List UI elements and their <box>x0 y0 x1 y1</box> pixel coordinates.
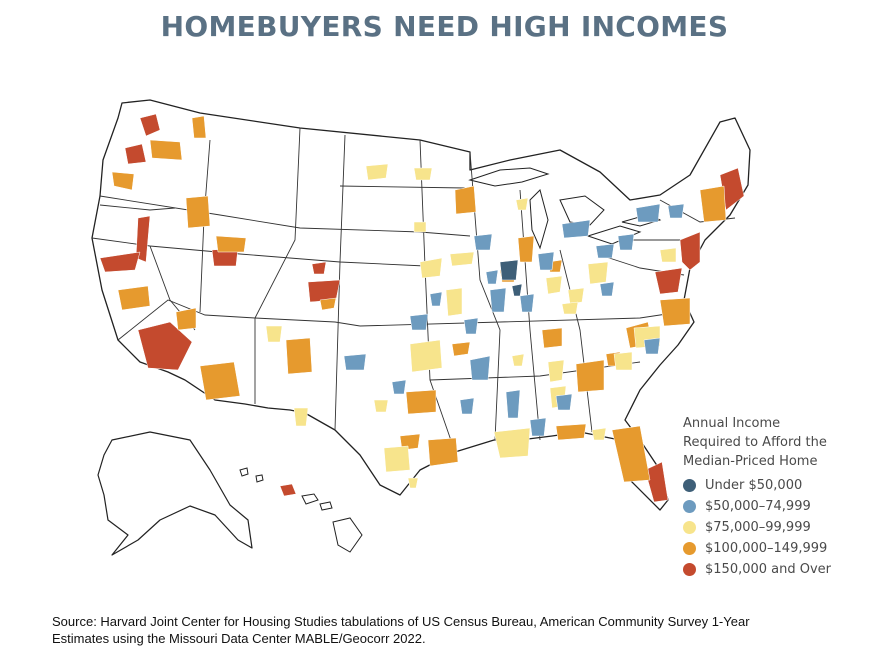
legend-title-line: Required to Afford the <box>683 435 827 450</box>
legend-swatch <box>683 479 696 492</box>
legend-item-100k-149k: $100,000–149,999 <box>683 538 883 559</box>
legend-swatch <box>683 563 696 576</box>
legend-swatch <box>683 500 696 513</box>
legend-label: $100,000–149,999 <box>705 541 828 556</box>
legend-title-line: Annual Income <box>683 416 781 431</box>
metro-75k-99k <box>265 163 677 489</box>
legend-title-line: Median-Priced Home <box>683 454 818 469</box>
great-lakes <box>468 167 662 250</box>
legend-swatch <box>683 542 696 555</box>
metro-areas <box>99 113 745 503</box>
legend-title: Annual Income Required to Afford the Med… <box>683 414 883 471</box>
source-note: Source: Harvard Joint Center for Housing… <box>52 613 872 647</box>
legend-item-150k-plus: $150,000 and Over <box>683 559 883 580</box>
legend-label: $150,000 and Over <box>705 562 832 577</box>
legend-item-under-50k: Under $50,000 <box>683 475 883 496</box>
hawaii-outline <box>239 467 363 553</box>
legend-label: $50,000–74,999 <box>705 499 811 514</box>
legend-item-50k-74k: $50,000–74,999 <box>683 496 883 517</box>
map-title: HOMEBUYERS NEED HIGH INCOMES <box>160 10 729 43</box>
legend-label: Under $50,000 <box>705 478 803 493</box>
source-line: Estimates using the Missouri Data Center… <box>52 631 426 646</box>
alaska-outline <box>97 431 253 556</box>
metro-150k-plus <box>99 113 745 503</box>
legend-swatch <box>683 521 696 534</box>
metro-50k-74k <box>343 203 685 437</box>
legend-label: $75,000–99,999 <box>705 520 811 535</box>
metro-under-50k <box>499 259 523 297</box>
legend: Annual Income Required to Afford the Med… <box>683 414 883 580</box>
source-line: Source: Harvard Joint Center for Housing… <box>52 614 750 629</box>
legend-item-75k-99k: $75,000–99,999 <box>683 517 883 538</box>
